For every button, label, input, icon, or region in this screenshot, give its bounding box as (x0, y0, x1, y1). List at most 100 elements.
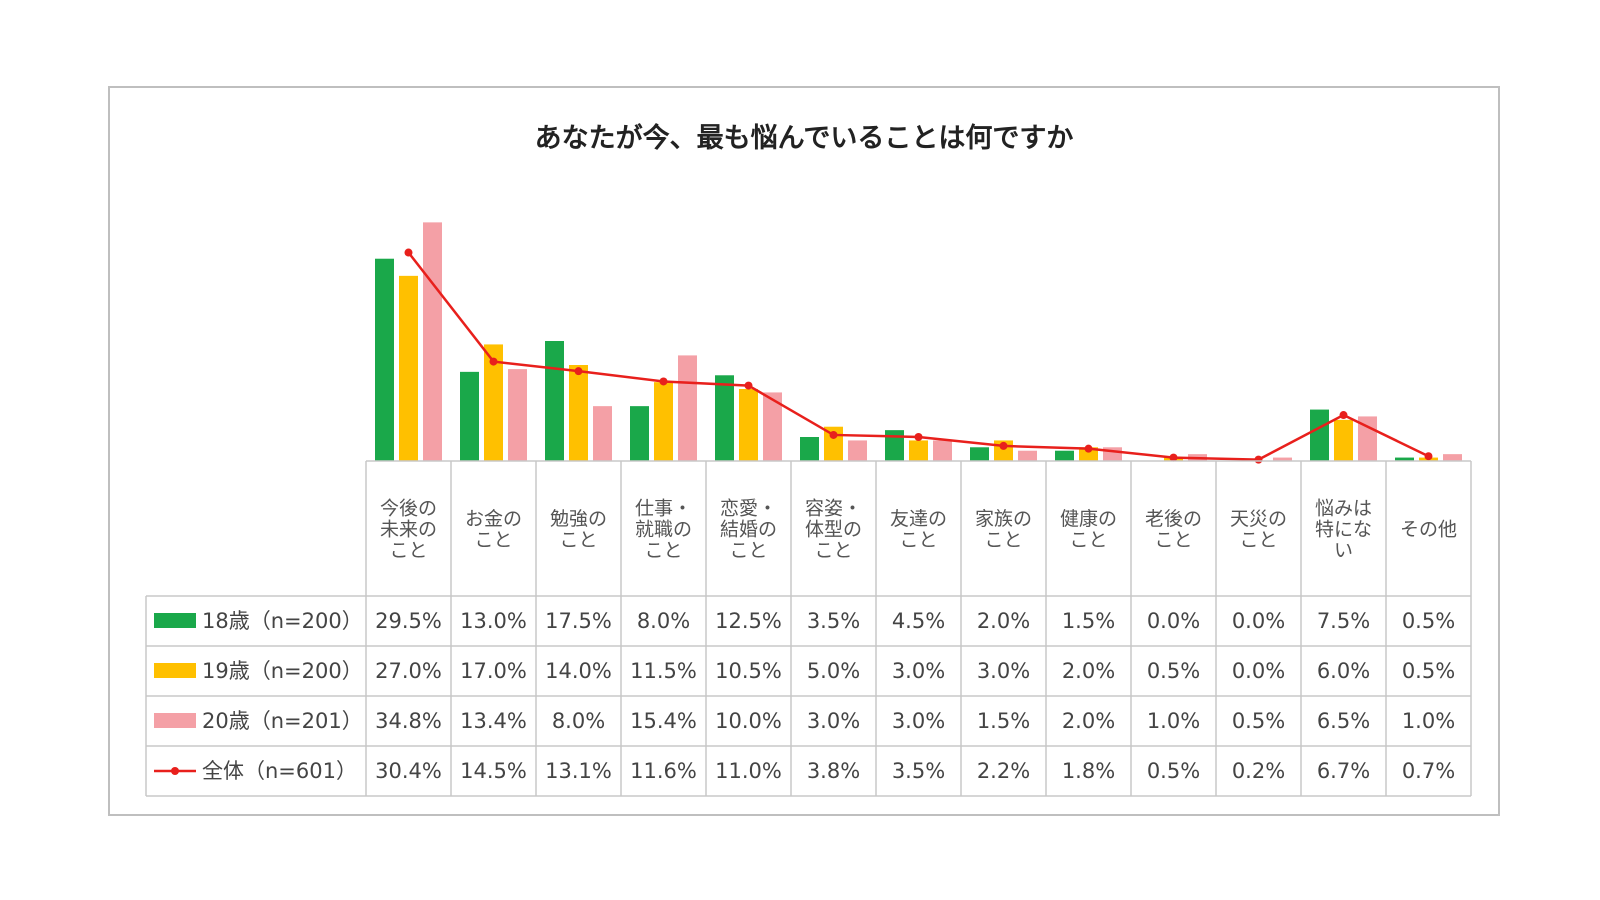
table-cell-s2-c4: 11.5% (630, 659, 697, 683)
line-point-c4 (659, 377, 668, 386)
table-cell-s2-c11: 0.0% (1232, 659, 1285, 683)
category-label-c12: い (1334, 540, 1353, 562)
table-cell-s4-c9: 1.8% (1062, 759, 1115, 783)
category-label-c5: 結婚の (720, 519, 777, 541)
category-label-c4: 就職の (635, 519, 692, 541)
table-cell-s1-c13: 0.5% (1402, 609, 1455, 633)
table-cell-s2-c9: 2.0% (1062, 659, 1115, 683)
table-cell-s1-c4: 8.0% (637, 609, 690, 633)
category-label-c4: こと (644, 540, 682, 562)
bar-s2-c2 (484, 344, 503, 461)
category-label-c3: こと (559, 529, 597, 551)
line-point-c13 (1424, 452, 1433, 461)
bar-s1-c5 (715, 375, 734, 461)
bar-s1-c4 (630, 406, 649, 461)
line-point-c10 (1169, 453, 1178, 462)
legend-label-s1: 18歳（n=200） (202, 609, 363, 633)
table-cell-s1-c6: 3.5% (807, 609, 860, 633)
bar-s2-c5 (739, 389, 758, 461)
bar-s3-c1 (423, 222, 442, 461)
bar-s3-c5 (763, 392, 782, 461)
table-cell-s4-c1: 30.4% (375, 759, 442, 783)
category-label-c2: お金の (465, 508, 522, 530)
table-cell-s1-c5: 12.5% (715, 609, 782, 633)
table-cell-s3-c11: 0.5% (1232, 709, 1285, 733)
bar-s3-c11 (1273, 457, 1292, 461)
table-cell-s3-c7: 3.0% (892, 709, 945, 733)
table-cell-s1-c8: 2.0% (977, 609, 1030, 633)
category-label-c3: 勉強の (550, 508, 607, 530)
legend-swatch-s3 (154, 713, 196, 728)
legend-label-s3: 20歳（n=201） (202, 709, 363, 733)
table-cell-s2-c5: 10.5% (715, 659, 782, 683)
category-label-c5: 恋愛・ (720, 498, 777, 520)
table-cell-s2-c7: 3.0% (892, 659, 945, 683)
table-cell-s2-c2: 17.0% (460, 659, 527, 683)
bar-s1-c3 (545, 341, 564, 461)
chart-svg: 今後の未来のことお金のこと勉強のこと仕事・就職のこと恋愛・結婚のこと容姿・体型の… (145, 222, 1472, 797)
category-label-c8: 家族の (975, 508, 1032, 530)
chart-title: あなたが今、最も悩んでいることは何ですか (534, 123, 1074, 154)
bar-s1-c1 (375, 258, 394, 461)
bar-s3-c6 (848, 440, 867, 461)
category-label-c5: こと (729, 540, 767, 562)
table-cell-s2-c10: 0.5% (1147, 659, 1200, 683)
table-cell-s3-c3: 8.0% (552, 709, 605, 733)
bar-s3-c7 (933, 440, 952, 461)
line-point-c6 (829, 430, 838, 439)
category-label-c1: こと (389, 540, 427, 562)
bar-s3-c8 (1018, 450, 1037, 461)
chart-frame: あなたが今、最も悩んでいることは何ですか 今後の 未来の こと お金の こと 勉強の こと仕… (108, 86, 1500, 816)
line-point-c1 (404, 248, 413, 257)
category-label-c7: 友達の (890, 508, 947, 530)
table-cell-s1-c12: 7.5% (1317, 609, 1370, 633)
bar-s3-c3 (593, 406, 612, 461)
category-label-c6: 体型の (805, 519, 862, 541)
table-cell-s3-c5: 10.0% (715, 709, 782, 733)
table-cell-s4-c4: 11.6% (630, 759, 697, 783)
table-cell-s4-c6: 3.8% (807, 759, 860, 783)
table-cell-s1-c10: 0.0% (1147, 609, 1200, 633)
table-cell-s4-c8: 2.2% (977, 759, 1030, 783)
table-cell-s3-c1: 34.8% (375, 709, 442, 733)
table-cell-s1-c3: 17.5% (545, 609, 612, 633)
bar-s2-c7 (909, 440, 928, 461)
bar-s2-c3 (569, 365, 588, 461)
category-label-c6: こと (814, 540, 852, 562)
category-label-c11: こと (1239, 529, 1277, 551)
category-label-c1: 今後の (380, 498, 437, 520)
table-cell-s3-c10: 1.0% (1147, 709, 1200, 733)
bar-s1-c13 (1395, 457, 1414, 461)
category-label-c10: こと (1154, 529, 1192, 551)
category-label-c8: こと (984, 529, 1022, 551)
table-cell-s4-c11: 0.2% (1232, 759, 1285, 783)
table-cell-s4-c13: 0.7% (1402, 759, 1455, 783)
table-cell-s4-c3: 13.1% (545, 759, 612, 783)
legend-label-s2: 19歳（n=200） (202, 659, 363, 683)
bar-s2-c9 (1079, 447, 1098, 461)
bar-s3-c13 (1443, 454, 1462, 461)
line-point-c8 (999, 441, 1008, 450)
table-cell-s4-c5: 11.0% (715, 759, 782, 783)
line-point-c12 (1339, 411, 1348, 420)
table-cell-s2-c8: 3.0% (977, 659, 1030, 683)
legend-swatch-s2 (154, 663, 196, 678)
category-label-c9: 健康の (1060, 508, 1117, 530)
legend-swatch-s1 (154, 613, 196, 628)
category-label-c11: 天災の (1230, 508, 1287, 530)
bar-s2-c4 (654, 382, 673, 461)
bar-s3-c2 (508, 369, 527, 461)
bar-s1-c9 (1055, 450, 1074, 461)
bar-s3-c12 (1358, 416, 1377, 461)
line-point-c7 (914, 433, 923, 441)
table-cell-s3-c2: 13.4% (460, 709, 527, 733)
table-cell-s2-c12: 6.0% (1317, 659, 1370, 683)
bar-s1-c7 (885, 430, 904, 461)
category-label-c1: 未来の (380, 519, 437, 541)
category-label-c12: 悩みは (1315, 498, 1372, 520)
table-cell-s2-c1: 27.0% (375, 659, 442, 683)
table-cell-s2-c13: 0.5% (1402, 659, 1455, 683)
table-cell-s4-c10: 0.5% (1147, 759, 1200, 783)
table-cell-s1-c7: 4.5% (892, 609, 945, 633)
table-cell-s1-c9: 1.5% (1062, 609, 1115, 633)
